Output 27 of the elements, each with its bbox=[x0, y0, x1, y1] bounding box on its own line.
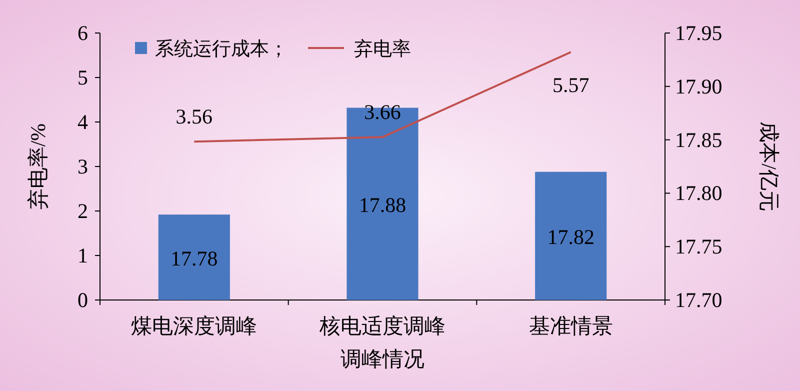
y-tick-label: 3 bbox=[78, 154, 88, 178]
y-axis-title: 弃电率/% bbox=[26, 123, 50, 210]
y-tick-label: 5 bbox=[78, 66, 88, 90]
y2-tick-label: 17.85 bbox=[675, 128, 722, 152]
y2-tick-label: 17.80 bbox=[675, 181, 722, 206]
y2-tick-label: 17.95 bbox=[675, 21, 722, 45]
x-tick-label: 核电适度调峰 bbox=[318, 314, 446, 338]
x-tick-label: 煤电深度调峰 bbox=[131, 314, 258, 338]
data-label: 17.78 bbox=[170, 246, 218, 270]
data-label: 3.56 bbox=[176, 104, 213, 129]
y2-tick-label: 17.75 bbox=[675, 234, 722, 259]
data-label: 3.66 bbox=[364, 100, 401, 124]
y2-tick-label: 17.70 bbox=[675, 288, 722, 312]
legend-label: 弃电率 bbox=[354, 38, 411, 60]
legend-label: 系统运行成本； bbox=[155, 39, 288, 60]
y2-tick-label: 17.90 bbox=[675, 74, 722, 98]
y-tick-label: 2 bbox=[78, 199, 88, 223]
y2-axis-title: 成本/亿元 bbox=[757, 122, 781, 212]
x-tick-label: 基准情景 bbox=[528, 314, 613, 338]
data-label: 17.88 bbox=[358, 192, 406, 217]
x-axis-title: 调峰情况 bbox=[340, 347, 424, 371]
y-tick-label: 0 bbox=[78, 288, 88, 312]
y-tick-label: 1 bbox=[78, 244, 88, 268]
y-tick-label: 4 bbox=[78, 110, 88, 134]
data-label: 5.57 bbox=[552, 73, 590, 98]
data-label: 17.82 bbox=[547, 224, 594, 249]
y-tick-label: 6 bbox=[78, 21, 88, 45]
